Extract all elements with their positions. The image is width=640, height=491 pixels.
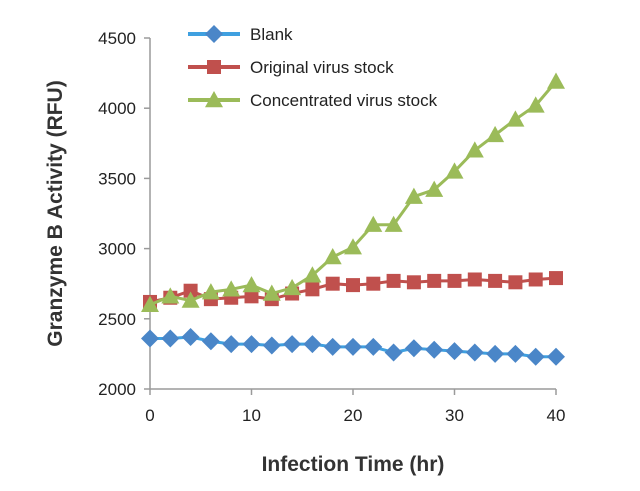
x-tick-label: 30	[445, 406, 464, 425]
series-original-virus-stock	[143, 271, 563, 309]
data-point-blank	[445, 342, 464, 361]
data-point-blank	[486, 344, 505, 363]
data-point-concentrated-virus-stock	[445, 162, 464, 179]
y-tick-label: 3000	[98, 240, 136, 259]
legend-item-blank: Blank	[188, 25, 293, 44]
data-point-concentrated-virus-stock	[465, 141, 484, 158]
data-point-blank	[465, 343, 484, 362]
legend-marker-diamond	[205, 25, 223, 43]
y-tick-label: 4000	[98, 99, 136, 118]
data-point-concentrated-virus-stock	[283, 278, 302, 296]
data-point-original-virus-stock	[346, 278, 360, 293]
data-point-blank	[141, 329, 159, 348]
data-point-concentrated-virus-stock	[547, 72, 565, 89]
data-point-blank	[526, 347, 545, 366]
legend-label: Concentrated virus stock	[250, 91, 438, 110]
data-point-original-virus-stock	[244, 289, 259, 304]
data-point-original-virus-stock	[427, 273, 442, 288]
data-point-original-virus-stock	[406, 275, 421, 290]
y-tick-label: 4500	[98, 29, 136, 48]
data-point-concentrated-virus-stock	[404, 187, 423, 204]
y-ticks: 2000 2500 3000 3500 4000 4500	[98, 29, 150, 399]
data-point-concentrated-virus-stock	[262, 284, 281, 301]
data-point-concentrated-virus-stock	[486, 125, 505, 143]
y-axis-title: Granzyme B Activity (RFU)	[44, 80, 67, 346]
data-point-concentrated-virus-stock	[384, 215, 403, 232]
data-point-blank	[303, 335, 322, 354]
legend-marker-square	[207, 60, 221, 74]
data-point-concentrated-virus-stock	[364, 215, 383, 232]
data-point-original-virus-stock	[366, 276, 381, 291]
data-point-original-virus-stock	[467, 272, 482, 287]
data-point-concentrated-virus-stock	[242, 276, 261, 293]
data-point-blank	[344, 337, 362, 356]
data-point-concentrated-virus-stock	[161, 287, 180, 304]
data-point-original-virus-stock	[447, 273, 462, 288]
data-point-concentrated-virus-stock	[141, 295, 159, 312]
data-point-blank	[404, 339, 423, 358]
data-point-blank	[283, 335, 302, 354]
data-point-blank	[242, 335, 261, 354]
data-point-concentrated-virus-stock	[323, 248, 342, 265]
series-line-concentrated-virus-stock	[149, 80, 558, 307]
data-point-original-virus-stock	[386, 273, 401, 288]
x-tick-label: 40	[547, 406, 566, 425]
data-point-concentrated-virus-stock	[181, 291, 200, 308]
data-point-blank	[262, 336, 281, 355]
data-point-original-virus-stock	[508, 275, 523, 290]
data-point-blank	[425, 340, 444, 359]
legend-marker-triangle	[205, 91, 223, 108]
y-tick-label: 2500	[98, 310, 136, 329]
legend-item-original-virus-stock: Original virus stock	[188, 58, 394, 77]
data-point-original-virus-stock	[325, 276, 340, 291]
y-tick-label: 2000	[98, 380, 136, 399]
data-point-original-virus-stock	[549, 271, 563, 286]
data-point-concentrated-virus-stock	[201, 283, 220, 300]
series-blank	[141, 328, 565, 366]
data-point-blank	[161, 329, 180, 348]
data-point-original-virus-stock	[305, 282, 320, 297]
data-point-blank	[181, 328, 200, 347]
data-point-concentrated-virus-stock	[344, 238, 362, 255]
data-point-blank	[506, 344, 525, 363]
data-point-concentrated-virus-stock	[303, 266, 322, 283]
legend-label: Blank	[250, 25, 293, 44]
data-point-blank	[222, 335, 241, 354]
data-point-concentrated-virus-stock	[222, 280, 241, 297]
data-point-original-virus-stock	[488, 273, 503, 288]
x-tick-label: 10	[242, 406, 261, 425]
plot-series	[141, 72, 565, 366]
x-axis-title: Infection Time (hr)	[262, 453, 445, 476]
data-point-concentrated-virus-stock	[506, 110, 525, 127]
data-point-blank	[364, 337, 383, 356]
data-point-blank	[201, 332, 220, 351]
y-tick-label: 3500	[98, 169, 136, 188]
data-point-blank	[323, 337, 342, 356]
x-tick-label: 0	[145, 406, 154, 425]
legend: Blank Original virus stock Concentrated vi…	[188, 25, 438, 110]
x-tick-label: 20	[344, 406, 363, 425]
data-point-concentrated-virus-stock	[526, 96, 545, 113]
data-point-blank	[547, 347, 565, 366]
axes: 2000 2500 3000 3500 4000 4500 0 10 20 30 40	[98, 29, 565, 425]
data-point-concentrated-virus-stock	[425, 180, 444, 197]
data-point-original-virus-stock	[183, 283, 198, 298]
data-point-blank	[384, 343, 403, 362]
legend-item-concentrated-virus-stock: Concentrated virus stock	[188, 91, 438, 110]
series-concentrated-virus-stock	[141, 72, 565, 312]
x-ticks: 0 10 20 30 40	[145, 389, 565, 425]
legend-label: Original virus stock	[250, 58, 394, 77]
data-point-original-virus-stock	[528, 272, 543, 287]
